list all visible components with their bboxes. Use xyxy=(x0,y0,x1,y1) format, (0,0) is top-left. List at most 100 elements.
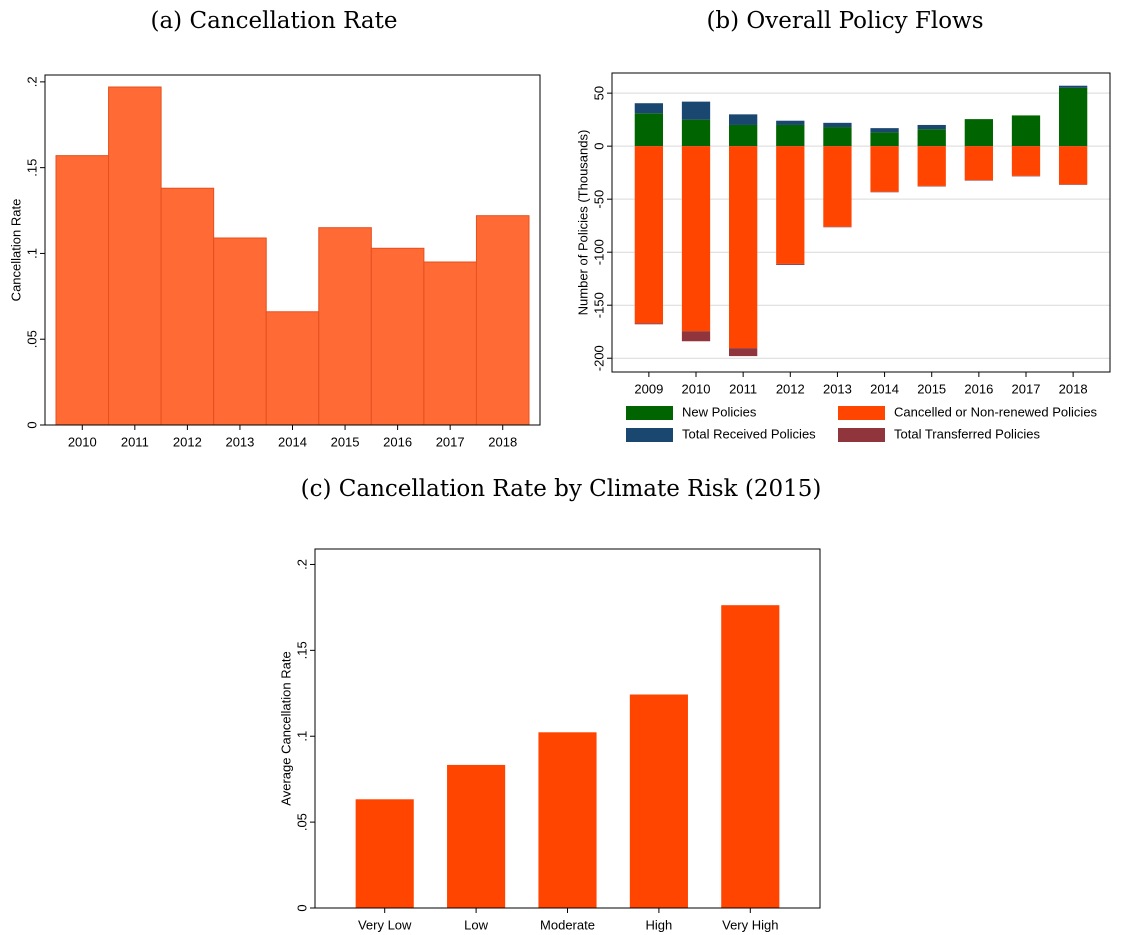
y-tick-label: .15 xyxy=(24,159,39,177)
bar-segment xyxy=(1011,175,1041,177)
bar-segment xyxy=(634,113,664,147)
y-tick-label: -200 xyxy=(591,345,606,371)
chart-title: (a) Cancellation Rate xyxy=(151,8,398,34)
bar-segment xyxy=(870,128,899,133)
x-tick-label: 2012 xyxy=(173,434,202,449)
x-tick-label: 2015 xyxy=(331,434,360,449)
bar-segment xyxy=(776,124,805,147)
y-axis-label: Number of Policies (Thousands) xyxy=(575,130,590,316)
y-tick-label: 0 xyxy=(24,421,39,428)
bar-segment xyxy=(681,101,711,120)
bar-segment xyxy=(1011,115,1041,147)
x-tick-label: 2011 xyxy=(121,434,149,449)
x-tick-label: 2013 xyxy=(225,434,254,449)
bar-segment xyxy=(729,124,758,147)
legend-label: Total Received Policies xyxy=(682,426,816,441)
x-tick-label: 2015 xyxy=(917,381,946,396)
x-tick-label: 2017 xyxy=(1012,381,1041,396)
x-tick-label: High xyxy=(646,917,673,932)
legend-label: Cancelled or Non-renewed Policies xyxy=(894,404,1098,419)
y-tick-label: .05 xyxy=(24,330,39,348)
y-tick-label: .05 xyxy=(294,813,309,831)
bar-segment xyxy=(917,129,946,147)
x-tick-label: Low xyxy=(464,917,488,932)
bar xyxy=(447,764,506,909)
y-tick-label: .1 xyxy=(24,248,39,259)
plot-frame xyxy=(611,72,1111,373)
bar-segment xyxy=(870,132,899,147)
x-tick-label: 2018 xyxy=(1059,381,1088,396)
y-tick-label: 0 xyxy=(294,904,309,911)
bar-segment xyxy=(917,146,946,186)
bar-segment xyxy=(870,191,899,193)
bar xyxy=(423,261,477,426)
x-tick-label: 2016 xyxy=(383,434,412,449)
bar xyxy=(108,86,162,426)
bar-segment xyxy=(634,103,664,114)
legend-swatch xyxy=(626,428,673,442)
bar-segment xyxy=(823,122,852,128)
legend-label: Total Transferred Policies xyxy=(894,426,1040,441)
y-tick-label: 50 xyxy=(591,86,606,100)
bar xyxy=(721,605,780,909)
bar-segment xyxy=(681,331,711,342)
legend-swatch xyxy=(838,428,885,442)
x-tick-label: 2016 xyxy=(964,381,993,396)
legend-swatch xyxy=(626,406,673,420)
bar-segment xyxy=(776,120,805,125)
y-axis-label: Average Cancellation Rate xyxy=(278,651,293,805)
bar-segment xyxy=(1058,87,1088,147)
x-tick-label: 2010 xyxy=(68,434,97,449)
plot-frame xyxy=(314,548,821,909)
y-tick-label: 0 xyxy=(591,143,606,150)
bar xyxy=(370,247,425,426)
bar-segment xyxy=(964,146,993,181)
bar-segment xyxy=(917,124,946,130)
y-tick-label: -50 xyxy=(591,190,606,209)
bar-segment xyxy=(1058,184,1088,185)
x-tick-label: 2017 xyxy=(436,434,465,449)
bar-segment xyxy=(681,146,711,332)
legend-swatch xyxy=(838,406,885,420)
plot-frame xyxy=(44,74,541,426)
chart-title: (b) Overall Policy Flows xyxy=(706,8,983,34)
x-tick-label: 2011 xyxy=(729,381,757,396)
y-tick-label: .15 xyxy=(294,641,309,659)
bar xyxy=(355,799,414,909)
bar-segment xyxy=(634,323,664,325)
x-tick-label: Very High xyxy=(722,917,778,932)
x-tick-label: Moderate xyxy=(540,917,595,932)
bar-segment xyxy=(823,226,852,228)
bar xyxy=(475,215,530,426)
y-tick-label: -100 xyxy=(591,239,606,265)
bar-segment xyxy=(776,146,805,264)
bar-segment xyxy=(870,146,899,192)
x-tick-label: 2013 xyxy=(823,381,852,396)
x-tick-label: Very Low xyxy=(358,917,412,932)
x-tick-label: 2014 xyxy=(278,434,307,449)
bar-segment xyxy=(1058,85,1088,88)
bar-segment xyxy=(823,146,852,227)
bar-segment xyxy=(681,119,711,147)
bar-segment xyxy=(776,263,805,265)
x-tick-label: 2012 xyxy=(776,381,805,396)
bar xyxy=(318,227,372,426)
bar xyxy=(629,694,688,909)
bar-segment xyxy=(964,180,993,181)
bar-segment xyxy=(729,114,758,125)
x-tick-label: 2010 xyxy=(682,381,711,396)
bar-segment xyxy=(729,146,758,349)
y-tick-label: .2 xyxy=(24,76,39,87)
chart-title: (c) Cancellation Rate by Climate Risk (2… xyxy=(301,476,822,502)
legend-label: New Policies xyxy=(682,404,757,419)
bar-segment xyxy=(917,185,946,187)
bar xyxy=(213,237,267,426)
y-tick-label: -150 xyxy=(591,292,606,318)
x-tick-label: 2009 xyxy=(634,381,663,396)
bar xyxy=(160,187,215,426)
bar-segment xyxy=(964,119,993,147)
y-tick-label: .1 xyxy=(294,731,309,742)
x-tick-label: 2014 xyxy=(870,381,899,396)
